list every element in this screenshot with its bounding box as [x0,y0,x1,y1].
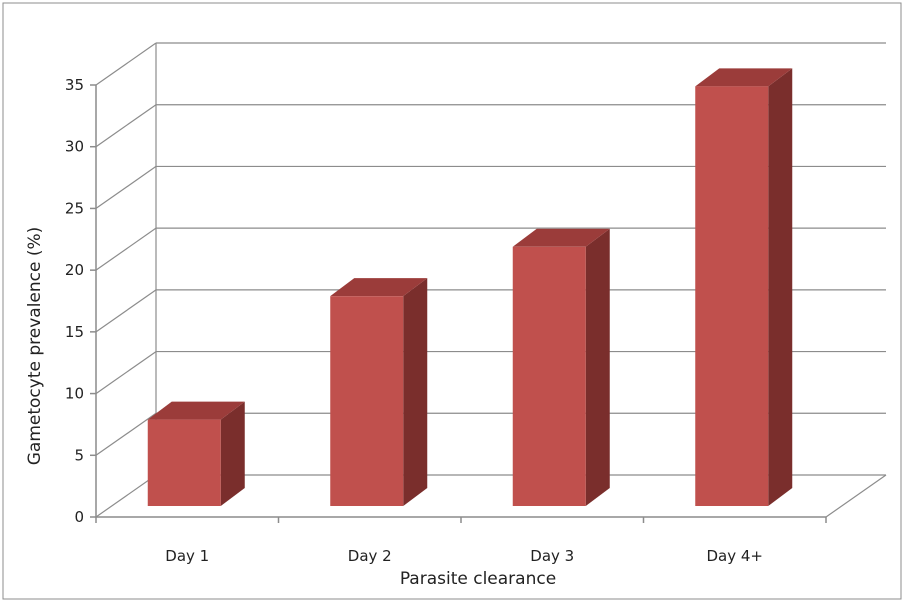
bar-side-face [220,401,245,506]
y-axis-title: Gametocyte prevalence (%) [25,227,45,466]
y-tick-label: 35 [65,76,84,94]
bar-front-face [330,296,404,506]
bar-front-face [512,246,586,507]
y-tick-label: 20 [65,261,84,279]
bar-front-face [147,419,221,506]
y-tick-label: 0 [74,508,84,526]
y-tick-label: 10 [65,385,84,403]
bar [512,228,610,507]
gridline-diagonal [95,42,157,86]
labels-layer: 0 5 10 15 20 25 30 35 Day 1 Day 2 Day 3 Day 4+ [65,76,763,565]
bar [147,401,245,506]
bar-side-face [768,68,793,506]
gridline-diagonal [95,227,157,271]
y-tick-label: 30 [65,138,84,156]
floor-left-edge [95,474,157,518]
y-tick-label: 25 [65,199,84,217]
bars-layer [147,68,793,507]
bar [695,68,793,506]
x-axis-title: Parasite clearance [400,569,556,589]
bar-top-face [512,228,610,247]
x-tick-label: Day 1 [165,547,209,565]
x-tick-label: Day 3 [530,547,574,565]
bar-side-face [585,228,610,507]
bar-top-face [330,278,428,297]
gridline-diagonal [95,104,157,148]
bar-top-face [695,68,793,87]
gridline-diagonal [95,289,157,333]
y-tick-label: 5 [74,446,84,464]
gridline-diagonal [95,165,157,209]
gridline-diagonal [95,412,157,456]
bar-side-face [403,278,428,506]
x-tick-label: Day 4+ [707,547,764,565]
gridline-diagonal [95,351,157,395]
bar-top-face [147,401,245,420]
x-tick-label: Day 2 [348,547,392,565]
bar-front-face [695,86,769,506]
y-tick-label: 15 [65,323,84,341]
bar [330,278,428,506]
floor-right-edge [825,474,887,518]
